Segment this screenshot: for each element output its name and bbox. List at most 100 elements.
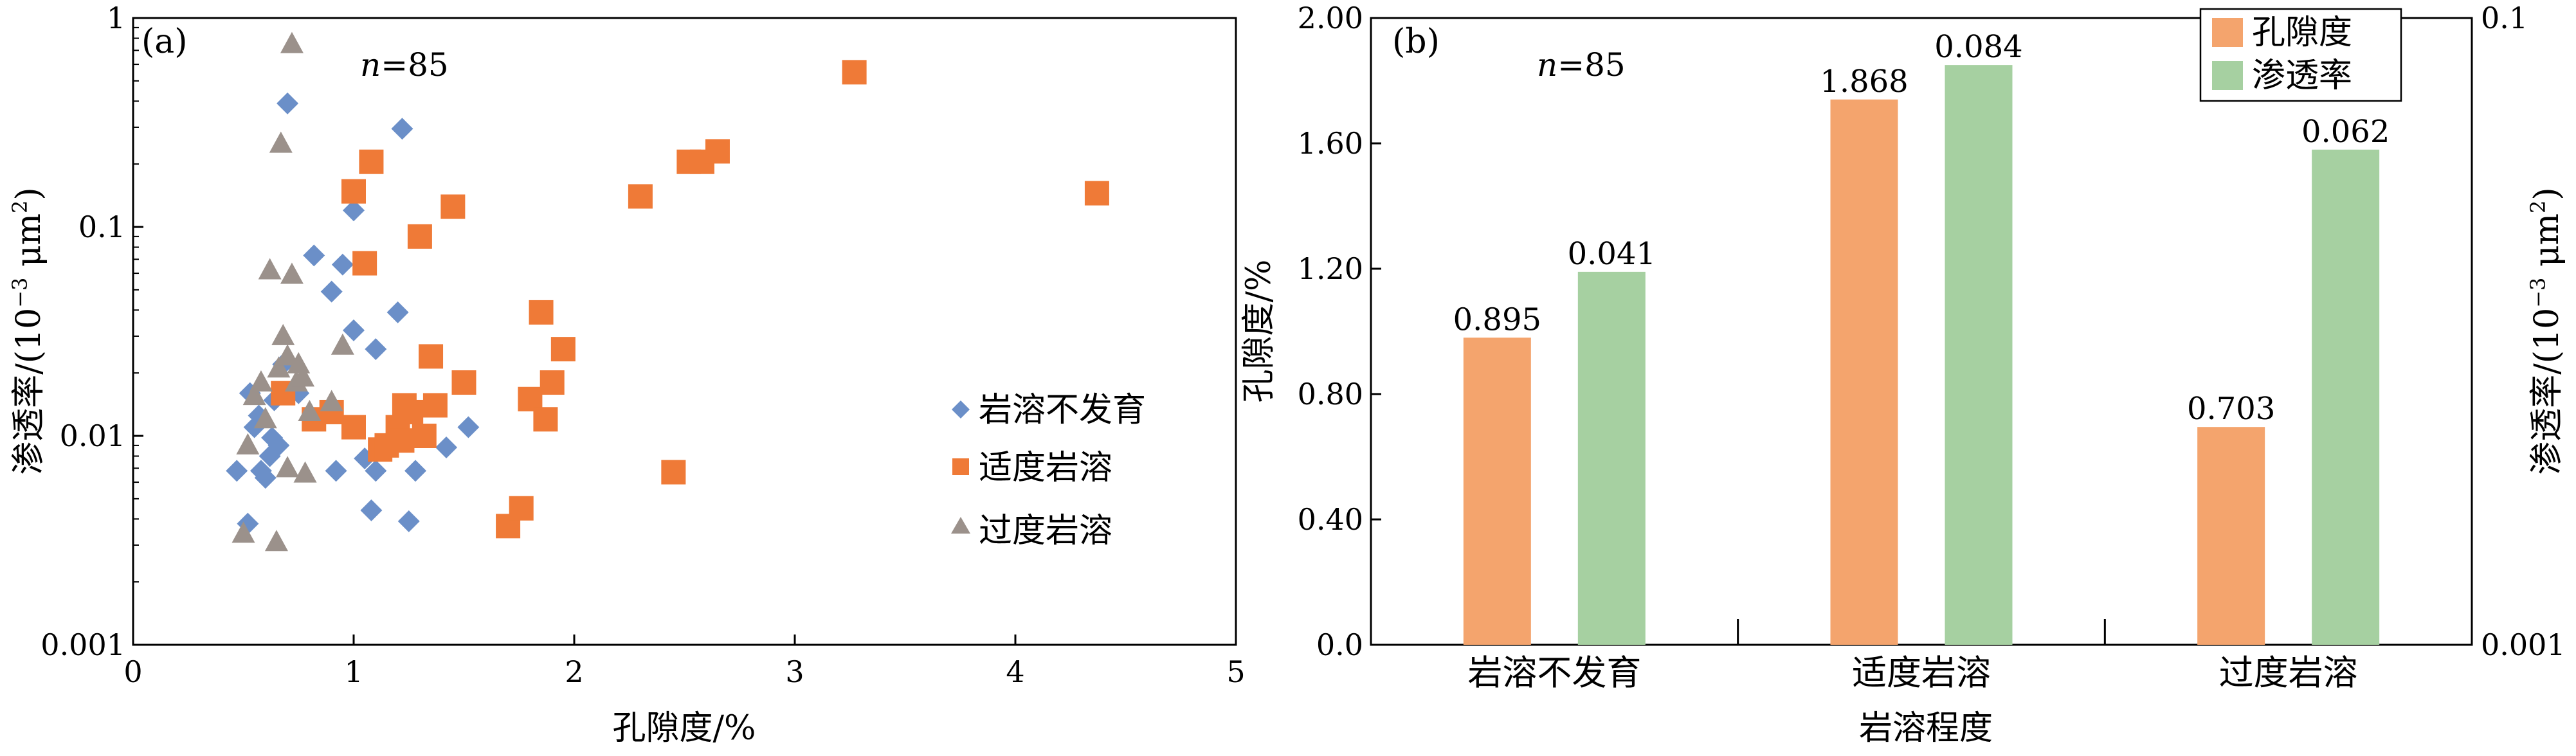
- point-excessive: [331, 333, 354, 355]
- point-moderate: [419, 344, 444, 369]
- panel-a-y-label-sup1: −3: [8, 278, 32, 308]
- bar-permeability: [1945, 65, 2013, 645]
- point-excessive: [258, 258, 282, 280]
- category-label: 过度岩溶: [2219, 652, 2358, 693]
- point-moderate: [1084, 181, 1109, 206]
- point-undeveloped: [268, 434, 290, 456]
- panel-b-legend: 孔隙度 渗透率: [2199, 8, 2402, 102]
- point-moderate: [341, 179, 366, 204]
- category-label: 岩溶不发育: [1467, 652, 1641, 693]
- panel-b-left-ticks: 0.0 0.40 0.80 1.20 1.60 2.00: [1298, 1, 1381, 662]
- panel-a-n-value: =85: [381, 46, 449, 84]
- point-moderate: [529, 300, 554, 325]
- x-tick-label: 1: [344, 654, 363, 689]
- point-excessive: [253, 407, 277, 429]
- panel-b-left-y-axis-label: 孔隙度/%: [1240, 260, 1278, 403]
- panel-a-sample-count: n=85: [360, 46, 449, 84]
- point-excessive: [264, 530, 288, 552]
- bar-permeability: [2312, 149, 2380, 645]
- panel-a-y-label-main: 渗透率/(10: [10, 308, 48, 475]
- panel-b-right-y-label-main: 渗透率/(10: [2528, 308, 2566, 475]
- panel-a-plot-frame: [132, 17, 1237, 646]
- point-excessive: [293, 461, 317, 483]
- panel-a-y-axis-label: 渗透率/(10−3 μm2): [8, 187, 48, 474]
- point-undeveloped: [404, 460, 427, 482]
- panel-a-x-ticks: 0 1 2 3 4 5: [123, 634, 1246, 689]
- panel-b-bars: 0.895 0.041 1.868 0.084 0.703 0.062: [1453, 29, 2390, 645]
- point-moderate: [509, 496, 534, 521]
- legend-label-porosity: 孔隙度: [2252, 14, 2352, 52]
- panel-b-plot-frame: [1370, 17, 2473, 646]
- point-moderate: [422, 393, 448, 418]
- right-y-tick-label: 0.001: [2481, 627, 2566, 662]
- point-moderate: [341, 415, 366, 440]
- panel-a-y-label-end: ): [10, 187, 48, 200]
- point-moderate: [440, 194, 466, 219]
- point-undeveloped: [365, 460, 387, 482]
- point-undeveloped: [343, 199, 365, 222]
- legend-label-excessive: 过度岩溶: [979, 512, 1112, 550]
- point-moderate: [661, 460, 686, 485]
- bar-porosity: [1830, 99, 1898, 645]
- point-moderate: [550, 337, 576, 362]
- point-moderate: [359, 149, 384, 174]
- legend-triangle-marker: [951, 517, 970, 534]
- point-undeveloped: [365, 338, 387, 361]
- point-excessive: [269, 131, 293, 153]
- legend-label-undeveloped: 岩溶不发育: [979, 391, 1146, 429]
- point-moderate: [352, 251, 377, 276]
- y-tick-label: 0.1: [78, 210, 125, 244]
- x-tick-label: 0: [123, 654, 142, 689]
- point-undeveloped: [391, 118, 413, 140]
- panel-a-points: [226, 32, 1109, 552]
- point-excessive: [280, 32, 304, 53]
- point-moderate: [540, 370, 565, 395]
- panel-b-n-italic: n: [1537, 46, 1557, 84]
- point-moderate: [842, 60, 867, 85]
- point-excessive: [298, 399, 322, 421]
- panel-b-label: (b): [1392, 22, 1440, 61]
- point-undeveloped: [325, 460, 347, 482]
- point-undeveloped: [303, 244, 325, 267]
- left-y-tick-label: 1.60: [1298, 126, 1363, 161]
- panel-a-legend: 岩溶不发育 适度岩溶 过度岩溶: [951, 391, 1146, 550]
- legend-diamond-marker: [952, 401, 970, 419]
- panel-b-sample-count: n=85: [1537, 46, 1626, 84]
- left-y-tick-label: 1.20: [1298, 251, 1363, 286]
- x-tick-label: 3: [785, 654, 804, 689]
- panel-b-right-y-label-sup1: −3: [2526, 278, 2550, 308]
- y-tick-label: 0.001: [41, 627, 125, 662]
- left-y-tick-label: 2.00: [1298, 1, 1363, 35]
- bar-porosity: [1463, 338, 1531, 645]
- left-y-tick-label: 0.40: [1298, 502, 1363, 537]
- legend-label-permeability: 渗透率: [2252, 57, 2352, 95]
- panel-b-x-axis-label: 岩溶程度: [1859, 709, 1993, 748]
- point-moderate: [705, 139, 730, 164]
- point-excessive: [242, 384, 266, 406]
- point-excessive: [276, 344, 300, 366]
- bar-value-label-permeability: 0.041: [1568, 236, 1656, 272]
- y-tick-label: 1: [107, 1, 125, 35]
- bar-value-label-porosity: 1.868: [1820, 64, 1908, 100]
- point-undeveloped: [360, 499, 383, 521]
- bar-permeability: [1577, 271, 1646, 645]
- panel-a-x-axis-label: 孔隙度/%: [613, 709, 756, 748]
- panel-b-right-y-label-sup2: 2: [2526, 201, 2550, 213]
- point-moderate: [628, 184, 653, 209]
- point-moderate: [412, 424, 437, 448]
- point-moderate: [390, 428, 415, 453]
- point-excessive: [291, 365, 315, 387]
- point-moderate: [407, 224, 432, 249]
- x-tick-label: 4: [1006, 654, 1024, 689]
- bar-value-label-permeability: 0.084: [1934, 29, 2022, 65]
- legend-swatch-permeability: [2212, 61, 2243, 90]
- bar-value-label-porosity: 0.703: [2187, 391, 2275, 427]
- bar-porosity: [2197, 427, 2265, 645]
- panel-a-y-label-sup2: 2: [8, 201, 32, 213]
- point-undeveloped: [435, 437, 458, 459]
- point-excessive: [236, 433, 260, 455]
- legend-label-moderate: 适度岩溶: [979, 449, 1112, 487]
- point-undeveloped: [320, 280, 343, 303]
- point-undeveloped: [254, 467, 277, 489]
